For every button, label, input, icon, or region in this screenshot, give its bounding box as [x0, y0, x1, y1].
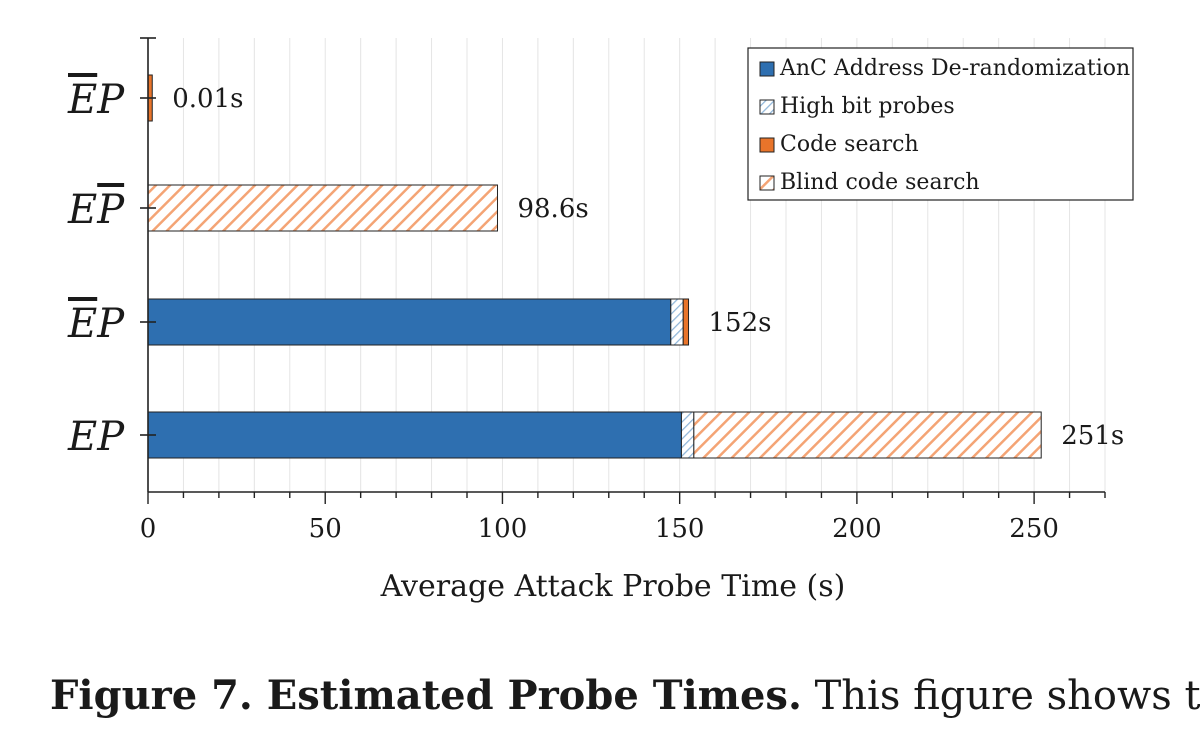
legend-label: Blind code search — [780, 170, 980, 195]
caption-bold: Figure 7. Estimated Probe Times. — [50, 672, 802, 719]
bar-segment-code-search — [682, 298, 690, 346]
x-tick-label: 50 — [309, 514, 342, 544]
total-label: 152s — [709, 308, 772, 338]
total-label: 0.01s — [172, 84, 243, 114]
legend-swatch — [759, 175, 775, 191]
y-category-label: EP — [67, 77, 125, 123]
legend-swatch — [759, 137, 775, 153]
bar-segment-high-bit-probes — [670, 298, 684, 346]
bar-segment-anc-address-de-randomization — [147, 298, 672, 346]
x-tick-label: 150 — [655, 514, 705, 544]
x-tick-label: 200 — [832, 514, 882, 544]
total-labels: 0.01s 98.6s 152s 251s — [172, 84, 1124, 451]
bar-chart: 0 50 100 150 200 250 EP EP EP EP 0.01s 98.6s 152s 2… — [67, 37, 1134, 604]
x-axis-label: Average Attack Probe Time (s) — [380, 569, 846, 604]
x-tick-label: 0 — [140, 514, 157, 544]
bar-segment-anc-address-de-randomization — [147, 411, 682, 459]
legend-label: Code search — [780, 132, 919, 157]
y-category-labels: EP EP EP EP — [67, 77, 125, 460]
legend-label: High bit probes — [780, 94, 955, 119]
x-tick-label: 100 — [478, 514, 528, 544]
axes — [140, 37, 1105, 493]
figure-caption: Figure 7. Estimated Probe Times. This fi… — [50, 672, 1200, 719]
bars — [147, 74, 1042, 459]
legend-box — [747, 47, 1134, 201]
caption-text: This figure shows the — [814, 673, 1200, 719]
x-ticks: 0 50 100 150 200 250 — [140, 492, 1106, 544]
total-label: 98.6s — [517, 194, 588, 224]
bar-segment-blind-code-search — [147, 184, 498, 232]
bar-segment-high-bit-probes — [680, 411, 695, 459]
legend: AnC Address De-randomization High bit pro… — [747, 47, 1134, 201]
bar-segment-blind-code-search — [693, 411, 1042, 459]
legend-swatch — [759, 61, 775, 77]
y-category-label: EP — [67, 301, 125, 347]
x-tick-label: 250 — [1009, 514, 1059, 544]
y-category-label: EP — [67, 187, 125, 233]
total-label: 251s — [1061, 421, 1124, 451]
legend-label: AnC Address De-randomization — [779, 56, 1130, 81]
y-category-label: EP — [67, 414, 125, 460]
legend-swatch — [759, 99, 775, 115]
